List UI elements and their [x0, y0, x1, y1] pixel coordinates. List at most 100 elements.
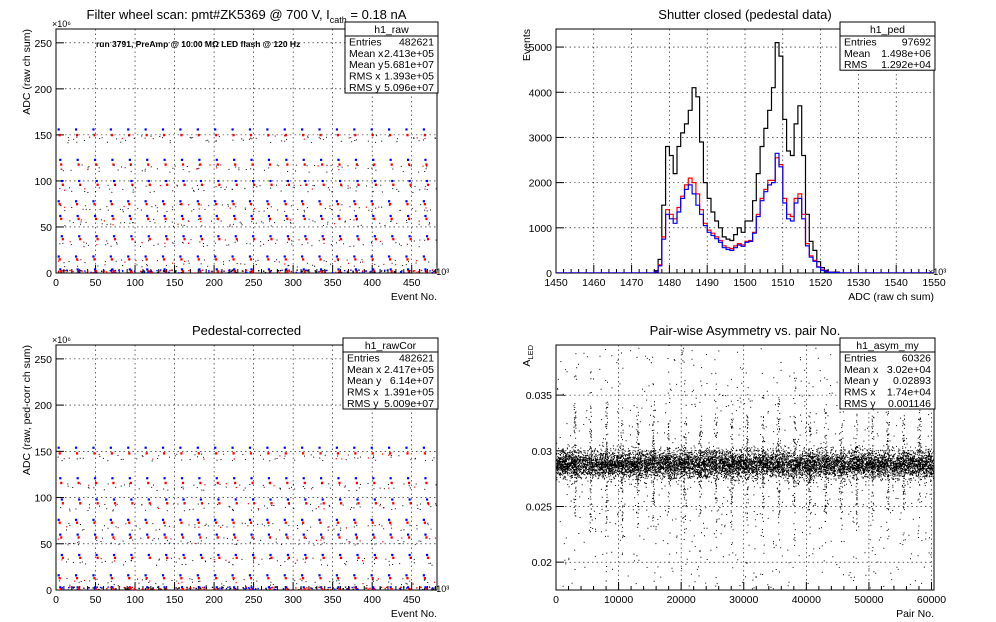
data-point-red: [287, 237, 291, 241]
data-point-blue: [144, 518, 147, 521]
data-point-blue: [372, 158, 375, 161]
data-point-black: [400, 245, 402, 247]
data-point-red: [355, 217, 358, 221]
data-point-black: [189, 594, 190, 595]
data-point-red: [317, 165, 319, 167]
data-point-black: [144, 170, 146, 172]
data-point-blue: [283, 574, 286, 577]
data-point-red: [249, 202, 253, 206]
data-point-black: [110, 542, 112, 544]
data-point-red: [129, 270, 132, 273]
data-point-baseline: [370, 270, 373, 273]
data-point-baseline: [111, 272, 113, 273]
data-point-black: [291, 243, 293, 245]
data-point-black: [366, 585, 368, 587]
data-point-black: [250, 168, 252, 170]
data-point-baseline: [251, 271, 253, 273]
data-point-baseline: [177, 272, 180, 273]
data-point-black: [99, 138, 101, 140]
data-point-blue: [372, 533, 375, 536]
data-point-black: [73, 595, 74, 596]
data-point-blue: [180, 158, 184, 161]
data-point-black: [343, 243, 345, 245]
data-point-red: [237, 539, 239, 542]
data-point-black: [262, 590, 263, 591]
data-point-baseline: [251, 588, 254, 590]
data-point-blue: [321, 179, 324, 183]
data-point-blue: [301, 128, 304, 131]
data-point-baseline: [92, 589, 94, 590]
data-point-baseline: [374, 589, 376, 590]
data-point-black: [384, 225, 386, 227]
data-point-red: [94, 163, 98, 166]
data-point-baseline: [219, 587, 221, 589]
data-point-black: [92, 591, 93, 592]
data-point-baseline: [98, 589, 100, 590]
data-point-black: [208, 503, 210, 505]
data-point-black: [79, 457, 81, 459]
data-point-black: [101, 137, 103, 139]
data-point-black: [80, 259, 82, 261]
data-point-red: [123, 205, 125, 208]
data-point-red: [425, 588, 428, 590]
data-point-red: [377, 578, 379, 580]
data-point-black: [294, 488, 296, 490]
data-point-black: [400, 584, 402, 586]
data-point-black: [200, 263, 202, 265]
data-point-red: [284, 521, 287, 524]
data-point-black: [351, 274, 352, 275]
data-point-blue: [95, 179, 98, 183]
data-point-black: [360, 224, 362, 226]
data-point-baseline: [309, 271, 311, 273]
data-point-black: [62, 242, 64, 244]
data-point-black: [378, 265, 380, 267]
data-point-blue: [196, 518, 199, 521]
data-point-black: [149, 220, 151, 222]
data-point-red: [321, 217, 324, 221]
data-point-red: [338, 239, 341, 241]
data-point-red: [110, 521, 113, 524]
data-point-blue: [231, 518, 234, 521]
data-point-black: [301, 523, 303, 525]
data-point-baseline: [205, 589, 207, 590]
data-point-black: [371, 260, 373, 262]
data-point-baseline: [320, 272, 322, 273]
data-point-red: [409, 183, 412, 187]
data-point-baseline: [304, 269, 307, 272]
data-point-baseline: [295, 271, 298, 273]
data-point-blue: [76, 214, 79, 218]
data-point-blue: [146, 158, 149, 161]
data-point-black: [355, 190, 357, 192]
data-point-black: [304, 211, 306, 213]
data-point-black: [152, 593, 153, 594]
data-point-red: [392, 556, 395, 560]
data-point-red: [425, 270, 428, 273]
data-point-red: [253, 208, 256, 210]
data-point-black: [151, 206, 153, 208]
data-point-black: [435, 504, 437, 506]
data-point-red: [286, 481, 289, 485]
data-point-red: [177, 582, 180, 584]
data-point-red: [423, 576, 426, 580]
data-point-black: [433, 457, 435, 459]
data-point-baseline: [315, 589, 318, 590]
data-point-black: [323, 260, 325, 262]
data-point-black: [113, 272, 115, 273]
data-point-black: [341, 166, 343, 168]
data-point-black: [172, 190, 174, 192]
data-point-blue: [163, 533, 166, 536]
data-point-black: [229, 224, 231, 226]
data-point-blue: [248, 255, 252, 258]
data-point-black: [381, 206, 383, 208]
data-point-baseline: [162, 270, 165, 272]
data-point-red: [164, 536, 167, 539]
data-point-blue: [179, 518, 182, 521]
data-point-blue: [318, 128, 321, 131]
data-point-black: [329, 581, 331, 583]
data-point-black: [349, 218, 351, 220]
data-point-black: [120, 485, 122, 487]
data-point-black: [367, 140, 369, 142]
data-point-baseline: [376, 272, 379, 273]
data-point-black: [77, 544, 79, 546]
